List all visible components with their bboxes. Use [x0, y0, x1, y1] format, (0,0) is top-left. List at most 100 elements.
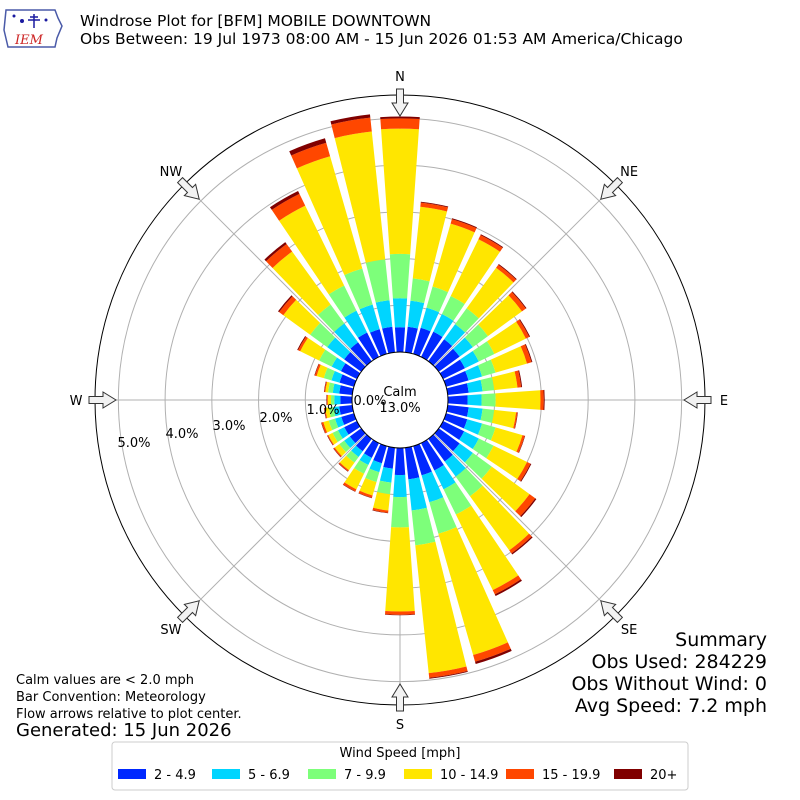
wind-bar-segment: [520, 463, 532, 482]
wind-bar-segment: [369, 460, 382, 473]
wind-bar-segment: [354, 459, 369, 474]
wind-bar-segment: [443, 482, 472, 515]
wind-bar-segment: [359, 478, 377, 496]
wind-bar-segment: [426, 286, 449, 313]
wind-bar-segment: [515, 494, 536, 517]
wind-bar-segment: [432, 223, 475, 293]
wind-bar-segment: [511, 536, 533, 555]
wind-bar-segment: [392, 298, 408, 328]
wind-bar-segment: [405, 326, 418, 354]
wind-bar-segment: [340, 395, 353, 405]
wind-bar-segment: [296, 156, 363, 276]
wind-bar-segment: [480, 234, 504, 248]
compass-label: SW: [160, 623, 181, 638]
wind-bar-segment: [328, 418, 339, 431]
compass-label: W: [70, 394, 83, 409]
wind-bar-segment: [472, 438, 494, 459]
wind-bar-segment: [334, 323, 359, 349]
wind-bar-segment: [429, 671, 468, 679]
wind-bar-segment: [540, 389, 544, 411]
generated-date: Generated: 15 Jun 2026: [16, 720, 232, 741]
wind-bar-segment: [516, 319, 530, 339]
wind-bar-segment: [394, 327, 406, 353]
wind-bar-segment: [438, 527, 508, 656]
wind-bar-segment: [428, 339, 453, 366]
wind-bar-segment: [326, 394, 327, 406]
wind-bar-segment: [338, 463, 349, 472]
wind-bar-segment: [358, 492, 372, 499]
grid-spoke: [399, 399, 617, 617]
wind-bar-segment: [465, 365, 483, 381]
legend-label: 7 - 9.9: [344, 768, 386, 783]
wind-bar-segment: [279, 205, 345, 295]
wind-bar-segment: [340, 363, 361, 379]
wind-bar-segment: [434, 348, 460, 372]
wind-bar-segment: [349, 428, 366, 444]
wind-bar-segment: [421, 471, 444, 503]
legend: Wind Speed [mph] 2 - 4.9 5 - 6.9 7 - 9.9 10…: [111, 741, 689, 791]
wind-bar-segment: [365, 259, 390, 303]
wind-bar-segment: [324, 407, 328, 419]
legend-label: 15 - 19.9: [542, 768, 600, 783]
flow-arrow-icon: [391, 683, 409, 712]
wind-bar-segment: [519, 319, 531, 337]
flow-arrow-shape: [600, 176, 624, 200]
wind-bar-segment: [291, 142, 331, 169]
legend-swatch: [614, 769, 642, 779]
wind-bar-segment: [434, 428, 460, 452]
wind-bar-segment: [269, 190, 300, 210]
wind-bar-segment: [339, 385, 354, 395]
wind-bar-segment: [377, 480, 392, 495]
wind-bar-segment: [364, 439, 379, 458]
flow-arrow-shape: [176, 176, 200, 200]
wind-bar-segment: [339, 455, 355, 471]
wind-bar-segment: [382, 326, 395, 354]
wind-bar-segment: [316, 364, 328, 379]
flow-arrow-icon: [176, 600, 200, 624]
wind-bar-segment: [327, 435, 334, 446]
wind-bar-segment: [491, 409, 517, 429]
radial-tick-label: 2.0%: [259, 411, 292, 426]
wind-bar-segment: [516, 435, 525, 453]
wind-bar-segment: [330, 114, 371, 125]
wind-bar-segment: [341, 413, 357, 425]
wind-bar-segment: [508, 291, 526, 312]
flow-arrow-shape: [88, 391, 117, 409]
radial-tick-label: 3.0%: [212, 419, 245, 434]
wind-bar-segment: [333, 448, 341, 458]
wind-bar-segment: [333, 406, 341, 417]
wind-bar-segment: [351, 445, 363, 457]
wind-bar-segment: [490, 346, 527, 373]
legend-items: 2 - 4.9 5 - 6.9 7 - 9.9 10 - 14.9 15 - 19.9 2…: [118, 768, 677, 783]
wind-bar-segment: [481, 466, 530, 512]
wind-bar-segment: [494, 579, 522, 597]
wind-bar-segment: [463, 419, 483, 435]
wind-bar-segment: [421, 439, 444, 471]
wind-bar-segment: [344, 468, 365, 490]
compass-label: NE: [620, 165, 638, 180]
wind-bar-segment: [455, 308, 479, 333]
wind-bar-segment: [520, 344, 532, 364]
wind-bar-segment: [375, 300, 393, 329]
wind-bar-segment: [333, 447, 342, 458]
wind-bar-segment: [334, 395, 341, 405]
calm-circle: [351, 351, 449, 449]
summary-box: Summary Obs Used: 284229 Obs Without Win…: [571, 629, 767, 717]
wind-bar-segment: [359, 453, 372, 465]
wind-bar-segment: [337, 427, 349, 439]
wind-bar-segment: [344, 436, 356, 448]
grid-spoke: [399, 183, 617, 401]
flow-arrow-shape: [683, 391, 712, 409]
wind-bar-segment: [344, 268, 373, 310]
wind-bar-segment: [518, 435, 526, 453]
wind-bar-segment: [334, 131, 386, 263]
wind-bar-segment: [408, 477, 427, 511]
wind-bar-segment: [487, 321, 526, 354]
iowa-map-shape: [3, 9, 63, 48]
wind-bar-segment: [443, 413, 468, 429]
wind-bar-segment: [271, 193, 306, 221]
legend-label: 2 - 4.9: [154, 768, 196, 783]
wind-bar-segment: [509, 533, 532, 554]
wind-bar-segment: [455, 468, 483, 497]
